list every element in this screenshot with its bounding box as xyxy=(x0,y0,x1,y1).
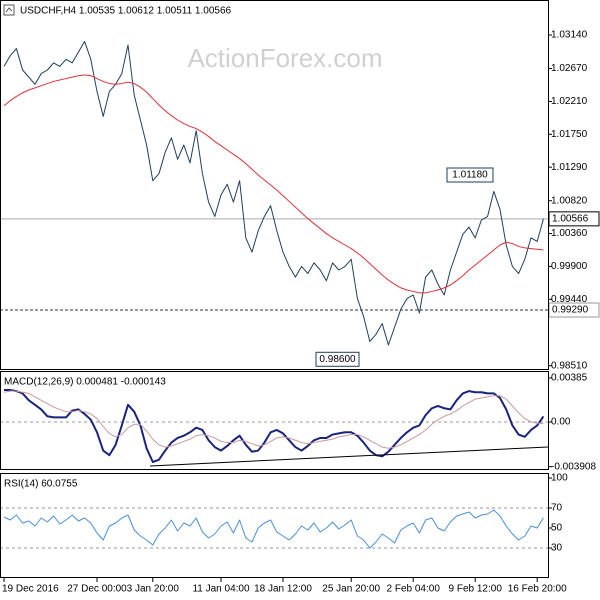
y-tick-label: 0.99900 xyxy=(551,261,588,272)
y-tick-label: 1.01750 xyxy=(551,129,588,140)
series-line xyxy=(3,390,544,449)
x-tick-label: 27 Dec 00:00 xyxy=(67,584,127,595)
panel-title: RSI(14) 60.0755 xyxy=(4,479,78,490)
x-tick-label: 19 Dec 2016 xyxy=(2,584,59,595)
y-tick-label: 0.00 xyxy=(551,417,571,428)
y-tick-label: 70 xyxy=(551,503,563,514)
symbol-icon xyxy=(3,4,15,16)
y-tick-label: 1.02210 xyxy=(551,96,588,107)
plot-layer: USDCHF,H4 1.00535 1.00612 1.00511 1.0056… xyxy=(0,6,600,595)
panel-title: USDCHF,H4 1.00535 1.00612 1.00511 1.0056… xyxy=(20,6,232,17)
symbol-icon-glyph xyxy=(5,7,13,13)
x-tick-label: 2 Feb 04:00 xyxy=(387,584,441,595)
y-tick-label: 50 xyxy=(551,523,563,534)
y-tick-label: 30 xyxy=(551,543,563,554)
y-tick-label: 0.98510 xyxy=(551,360,588,371)
y-tick-label: 0.00385 xyxy=(551,373,588,384)
y-tick-label: 1.00360 xyxy=(551,228,588,239)
x-tick-label: 9 Feb 12:00 xyxy=(449,584,503,595)
y-tick-label: 1.02670 xyxy=(551,63,588,74)
y-tick-label: 100 xyxy=(551,473,568,484)
x-tick-label: 11 Jan 04:00 xyxy=(192,584,250,595)
series-line xyxy=(4,388,545,463)
annotation-box xyxy=(315,351,360,367)
y-tick-label: 1.03140 xyxy=(551,30,588,41)
macd-trendline xyxy=(149,446,549,467)
annotation-label: 0.98600 xyxy=(319,354,356,365)
watermark: ActionForex.com xyxy=(187,43,382,73)
series-line xyxy=(3,40,544,346)
panel-title: MACD(12,26,9) 0.000481 -0.000143 xyxy=(4,377,166,388)
y-tick-label: 0.99440 xyxy=(551,294,588,305)
x-tick-label: 3 Jan 20:00 xyxy=(127,584,180,595)
rsi-panel-frame xyxy=(0,473,549,578)
annotation-box xyxy=(446,167,494,183)
y-tick-label: 1.01290 xyxy=(551,162,588,173)
x-tick-label: 18 Jan 12:00 xyxy=(254,584,312,595)
price-label: 0.99290 xyxy=(552,305,589,316)
price-panel-frame xyxy=(0,0,549,370)
y-tick-label: 1.00820 xyxy=(551,195,588,206)
x-tick-label: 16 Feb 20:00 xyxy=(508,584,567,595)
macd-panel-frame xyxy=(0,371,549,470)
series-line xyxy=(3,74,544,294)
series-line xyxy=(3,509,544,549)
y-tick-label: -0.003908 xyxy=(551,461,596,472)
price-label: 1.00566 xyxy=(552,213,589,224)
x-tick-label: 25 Jan 20:00 xyxy=(322,584,380,595)
annotation-label: 1.01180 xyxy=(452,170,488,181)
